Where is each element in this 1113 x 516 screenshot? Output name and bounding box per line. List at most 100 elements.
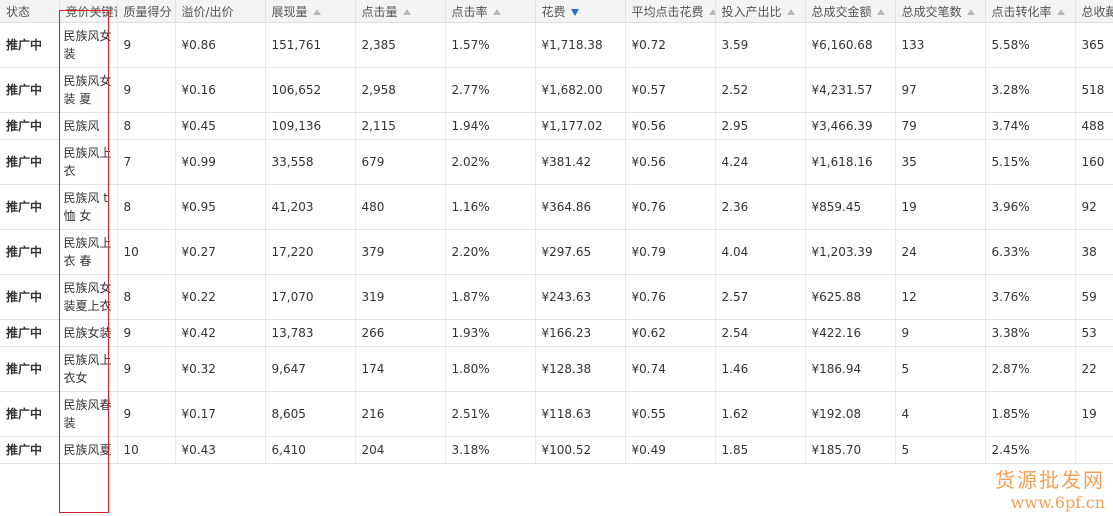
table-cell: 民族风春装 [59, 391, 118, 437]
table-cell: 33,558 [265, 139, 356, 185]
column-header-text: 总成交笔数 [901, 4, 962, 19]
table-cell: ¥118.63 [535, 391, 626, 437]
table-cell: 2.36 [715, 184, 806, 230]
table-cell: 民族风 t恤 女 [59, 184, 118, 230]
table-cell: 17,220 [265, 229, 356, 275]
table-cell: 7 [117, 139, 176, 185]
column-header-text: 点击量 [361, 4, 398, 19]
header-row: 状态 竞价关键词质量得分溢价/出价 展现量 点击量 点击率 花费 平均点击花费 投入产出比 总成… [0, 0, 1113, 23]
table-cell: 35 [895, 139, 986, 185]
table-cell: 民族风夏 [59, 436, 118, 464]
column-header[interactable]: 花费 [535, 0, 626, 23]
sort-arrow[interactable] [492, 9, 501, 15]
sort-arrow[interactable] [312, 9, 321, 15]
sort-arrow[interactable] [570, 8, 579, 16]
table-cell: ¥0.22 [175, 274, 266, 320]
table-cell: ¥185.70 [805, 436, 896, 464]
table-cell: ¥0.55 [625, 391, 716, 437]
watermark-title: 货源批发网 [995, 468, 1105, 492]
table-cell: ¥1,718.38 [535, 22, 626, 68]
table-cell: ¥192.08 [805, 391, 896, 437]
table-cell: 12 [895, 274, 986, 320]
table-cell: ¥0.72 [625, 22, 716, 68]
table-cell: 4 [895, 391, 986, 437]
table-cell: 2.51% [445, 391, 536, 437]
table-cell: 379 [355, 229, 446, 275]
column-header-text: 溢价/出价 [181, 4, 234, 19]
table-cell: 24 [895, 229, 986, 275]
table-cell: ¥859.45 [805, 184, 896, 230]
table-cell: ¥100.52 [535, 436, 626, 464]
table-row: 推广中 民族风女装 夏 9 ¥0.16 106,652 2,958 2.77% ¥1,682.… [0, 67, 1113, 113]
table-cell: 174 [355, 346, 446, 392]
column-header-text: 总收藏 [1081, 4, 1113, 19]
table-row: 推广中 民族风上衣女 9 ¥0.32 9,647 174 1.80% ¥128.38 ¥0.74… [0, 346, 1113, 392]
table-cell: 6.33% [985, 229, 1076, 275]
watermark: 货源批发网 www.6pf.cn [995, 464, 1105, 512]
table-cell: ¥0.76 [625, 184, 716, 230]
table-cell: 1.80% [445, 346, 536, 392]
table-cell: 2.02% [445, 139, 536, 185]
sort-arrow[interactable] [876, 9, 885, 15]
table-cell: 推广中 [0, 436, 60, 464]
column-header[interactable]: 总成交笔数 [895, 0, 986, 23]
table-cell: 民族风上衣女 [59, 346, 118, 392]
column-header[interactable]: 点击量 [355, 0, 446, 23]
column-header[interactable]: 展现量 [265, 0, 356, 23]
column-header[interactable]: 平均点击花费 [625, 0, 716, 23]
table-cell: 1.46 [715, 346, 806, 392]
table-cell: 民族风女装 夏 [59, 67, 118, 113]
table-cell: ¥381.42 [535, 139, 626, 185]
column-header[interactable]: 点击转化率 [985, 0, 1076, 23]
table-cell: 推广中 [0, 391, 60, 437]
table-cell [1075, 436, 1113, 464]
sort-arrow[interactable] [966, 9, 975, 15]
table-row: 推广中 民族风 t恤 女 8 ¥0.95 41,203 480 1.16% ¥364.86 ¥0… [0, 184, 1113, 230]
sort-arrow[interactable] [402, 9, 411, 15]
column-header: 溢价/出价 [175, 0, 266, 23]
table-cell: 106,652 [265, 67, 356, 113]
table-cell: ¥0.16 [175, 67, 266, 113]
table-cell: ¥1,177.02 [535, 112, 626, 140]
sort-arrow[interactable] [708, 9, 714, 15]
column-header-text: 平均点击花费 [631, 4, 704, 19]
table-cell: ¥0.57 [625, 67, 716, 113]
table-cell: 10 [117, 436, 176, 464]
table-cell: 9 [117, 346, 176, 392]
column-header: 质量得分 [117, 0, 176, 23]
sort-arrow[interactable] [1056, 9, 1065, 15]
table-cell: 推广中 [0, 229, 60, 275]
table-cell: 2.95 [715, 112, 806, 140]
table-cell: 3.28% [985, 67, 1076, 113]
table-cell: ¥297.65 [535, 229, 626, 275]
table-cell: 17,070 [265, 274, 356, 320]
table-cell: 1.85% [985, 391, 1076, 437]
table-cell: 2,385 [355, 22, 446, 68]
table-cell: 679 [355, 139, 446, 185]
column-header[interactable]: 投入产出比 [715, 0, 806, 23]
sort-arrow[interactable] [786, 9, 795, 15]
column-header[interactable]: 点击率 [445, 0, 536, 23]
table-cell: 19 [1075, 391, 1113, 437]
table-cell: 民族风女装 [59, 22, 118, 68]
table-cell: 9 [895, 319, 986, 347]
table-cell: ¥0.49 [625, 436, 716, 464]
table-cell: 53 [1075, 319, 1113, 347]
table-cell: 9 [117, 391, 176, 437]
table-cell: 5 [895, 346, 986, 392]
table-cell: 160 [1075, 139, 1113, 185]
column-header: 状态 [0, 0, 60, 23]
table-cell: 1.85 [715, 436, 806, 464]
table-cell: 推广中 [0, 67, 60, 113]
table-cell: 480 [355, 184, 446, 230]
table-cell: 19 [895, 184, 986, 230]
table-cell: 5.58% [985, 22, 1076, 68]
table-cell: 41,203 [265, 184, 356, 230]
table-body: 推广中 民族风女装 9 ¥0.86 151,761 2,385 1.57% ¥1,718.38… [0, 22, 1113, 464]
table-cell: ¥0.99 [175, 139, 266, 185]
column-header[interactable]: 总成交金额 [805, 0, 896, 23]
table-row: 推广中 民族女装 9 ¥0.42 13,783 266 1.93% ¥166.23 ¥0.62 2… [0, 319, 1113, 347]
table-cell: 10 [117, 229, 176, 275]
table-cell: 1.93% [445, 319, 536, 347]
